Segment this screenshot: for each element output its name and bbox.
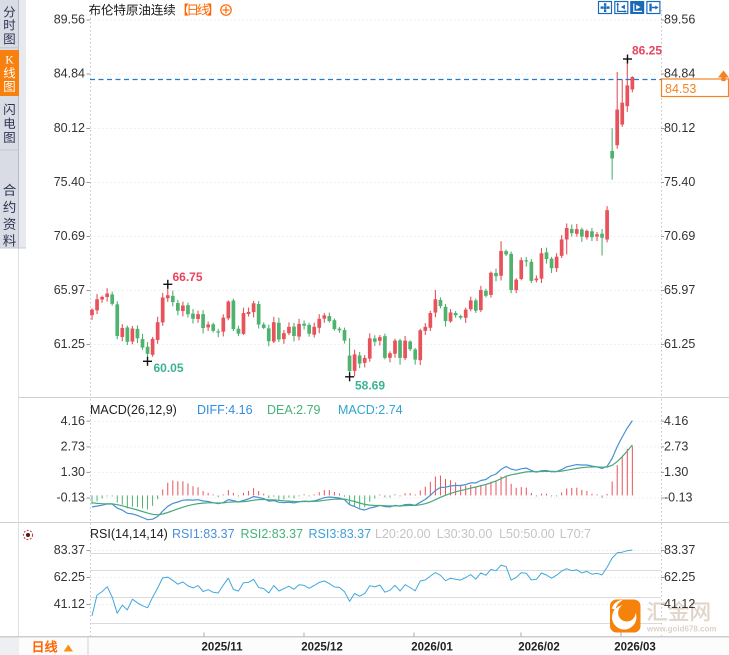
svg-text:58.69: 58.69 bbox=[355, 379, 385, 393]
svg-text:62.25: 62.25 bbox=[54, 570, 85, 584]
svg-text:2.73: 2.73 bbox=[664, 440, 688, 454]
svg-text:80.12: 80.12 bbox=[54, 121, 85, 135]
svg-text:75.40: 75.40 bbox=[664, 175, 695, 189]
svg-text:MACD(26,12,9): MACD(26,12,9) bbox=[90, 403, 177, 417]
svg-text:70.69: 70.69 bbox=[664, 229, 695, 243]
svg-text:83.37: 83.37 bbox=[664, 543, 695, 557]
svg-text:1.30: 1.30 bbox=[61, 465, 85, 479]
svg-text:L50:50.00: L50:50.00 bbox=[499, 527, 555, 541]
svg-text:-0.13: -0.13 bbox=[57, 491, 86, 505]
svg-text:75.40: 75.40 bbox=[54, 175, 85, 189]
svg-text:89.56: 89.56 bbox=[54, 13, 85, 27]
svg-text:70.69: 70.69 bbox=[54, 229, 85, 243]
svg-text:RSI1:83.37: RSI1:83.37 bbox=[172, 527, 235, 541]
svg-text:41.12: 41.12 bbox=[54, 597, 85, 611]
svg-text:2026/02: 2026/02 bbox=[518, 642, 560, 654]
svg-text:86.25: 86.25 bbox=[632, 44, 662, 58]
svg-text:84.84: 84.84 bbox=[664, 67, 695, 81]
svg-text:RSI2:83.37: RSI2:83.37 bbox=[241, 527, 304, 541]
svg-text:84.84: 84.84 bbox=[54, 67, 85, 81]
svg-text:RSI(14,14,14): RSI(14,14,14) bbox=[90, 527, 168, 541]
svg-text:2025/12: 2025/12 bbox=[301, 642, 343, 654]
svg-text:61.25: 61.25 bbox=[54, 337, 85, 351]
svg-text:80.12: 80.12 bbox=[664, 121, 695, 135]
svg-text:4.16: 4.16 bbox=[664, 414, 688, 428]
svg-text:61.25: 61.25 bbox=[664, 337, 695, 351]
svg-text:83.37: 83.37 bbox=[54, 543, 85, 557]
svg-text:65.97: 65.97 bbox=[54, 283, 85, 297]
svg-text:K: K bbox=[5, 55, 14, 67]
svg-text:65.97: 65.97 bbox=[664, 283, 695, 297]
svg-text:2.73: 2.73 bbox=[61, 440, 85, 454]
svg-text:1.30: 1.30 bbox=[664, 465, 688, 479]
svg-text:2026/03: 2026/03 bbox=[614, 642, 656, 654]
svg-text:41.12: 41.12 bbox=[664, 597, 695, 611]
svg-text:4.16: 4.16 bbox=[61, 414, 85, 428]
svg-text:62.25: 62.25 bbox=[664, 570, 695, 584]
svg-text:2025/11: 2025/11 bbox=[202, 642, 244, 654]
svg-text:L30:30.00: L30:30.00 bbox=[437, 527, 493, 541]
svg-text:84.53: 84.53 bbox=[665, 82, 696, 96]
svg-text:89.56: 89.56 bbox=[664, 13, 695, 27]
svg-text:MACD:2.74: MACD:2.74 bbox=[338, 403, 403, 417]
svg-text:DIFF:4.16: DIFF:4.16 bbox=[197, 403, 253, 417]
svg-text:www.gold678.com: www.gold678.com bbox=[646, 625, 717, 634]
svg-text:L20:20.00: L20:20.00 bbox=[375, 527, 431, 541]
svg-text:RSI3:83.37: RSI3:83.37 bbox=[309, 527, 372, 541]
svg-text:66.75: 66.75 bbox=[173, 270, 203, 284]
svg-text:2026/01: 2026/01 bbox=[411, 642, 453, 654]
svg-text:www.gold678.com: www.gold678.com bbox=[646, 625, 717, 634]
svg-text:60.05: 60.05 bbox=[154, 361, 184, 375]
svg-text:DEA:2.79: DEA:2.79 bbox=[267, 403, 321, 417]
svg-text:-0.13: -0.13 bbox=[664, 491, 693, 505]
svg-text:L70:7: L70:7 bbox=[560, 527, 591, 541]
